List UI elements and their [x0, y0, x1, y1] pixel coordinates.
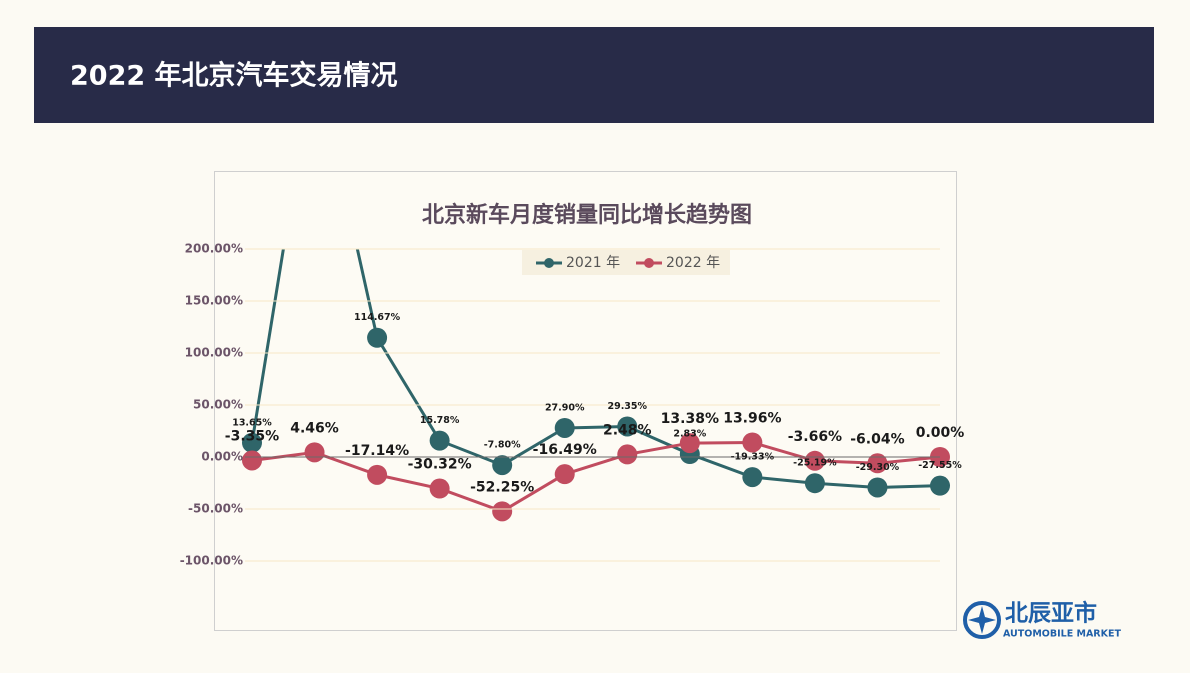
data-label: 27.90% [545, 402, 585, 413]
data-point [617, 416, 638, 437]
series-line [250, 249, 941, 489]
logo: 北辰亚市 AUTOMOBILE MARKET [963, 600, 1121, 640]
data-label: 13.38% [661, 411, 719, 427]
labels: -100.00% -50.00% 0.00% 50.00% 100.00% 150.00%… [180, 242, 965, 568]
data-label: 15.78% [420, 415, 460, 426]
data-label: 2.83% [673, 429, 706, 440]
y-tick-label: -100.00% [180, 554, 243, 568]
data-label: 4.46% [290, 420, 339, 436]
legend-marker [644, 258, 654, 268]
y-tick-label: 150.00% [185, 294, 243, 308]
data-label: 13.65% [232, 417, 272, 428]
data-label: 2.48% [603, 422, 652, 438]
data-label: -3.66% [788, 429, 842, 445]
data-point [367, 327, 388, 348]
data-point [804, 473, 825, 494]
legend: 2021 年 2022 年 [522, 250, 730, 275]
header-bar [34, 27, 1154, 123]
data-point [492, 501, 513, 522]
data-point [679, 433, 700, 454]
data-point [554, 417, 575, 438]
legend-marker [544, 258, 554, 268]
logo-star [968, 606, 996, 634]
chart-frame [214, 171, 957, 631]
data-point [804, 450, 825, 471]
data-point [242, 450, 262, 471]
data-label: -19.33% [731, 452, 775, 463]
data-label: -52.25% [470, 479, 534, 495]
chart-title: 北京新车月度销量同比增长趋势图 [422, 202, 752, 228]
plot-area [242, 249, 950, 522]
data-point [367, 464, 388, 485]
data-point [429, 430, 450, 451]
data-point [304, 442, 325, 463]
series-line [251, 440, 941, 513]
data-label: -30.32% [408, 457, 472, 473]
data-point [867, 477, 888, 498]
data-point [242, 432, 262, 453]
data-point [742, 467, 763, 488]
data-label: -17.14% [345, 443, 409, 459]
logo-icon [963, 601, 1001, 639]
data-point [930, 475, 950, 496]
data-label: -6.04% [850, 431, 904, 447]
logo-name: 北辰亚市 [1005, 600, 1097, 627]
y-tick-label: 50.00% [193, 398, 243, 412]
data-label: 0.00% [916, 425, 965, 441]
data-label: -3.35% [225, 428, 279, 444]
data-label: -7.80% [484, 440, 521, 451]
data-label: -25.19% [793, 458, 837, 469]
data-label: -29.30% [856, 462, 900, 473]
page-title: 2022 年北京汽车交易情况 [70, 60, 398, 92]
y-tick-label: 200.00% [185, 242, 243, 256]
data-label: -27.55% [918, 460, 962, 471]
y-tick-label: 0.00% [201, 450, 243, 464]
y-tick-label: 100.00% [185, 346, 243, 360]
legend-label: 2021 年 [566, 255, 620, 271]
data-point [742, 432, 763, 453]
data-point [429, 478, 450, 499]
data-label: 13.96% [723, 410, 781, 426]
y-tick-label: -50.00% [188, 502, 243, 516]
data-point [617, 444, 638, 465]
logo-subtitle: AUTOMOBILE MARKET [1003, 629, 1121, 640]
data-point [554, 464, 575, 485]
data-point [492, 455, 513, 476]
data-point [867, 453, 888, 474]
data-label: 29.35% [607, 401, 647, 412]
data-label: 114.67% [354, 312, 401, 323]
data-label: -16.49% [533, 442, 597, 458]
legend-label: 2022 年 [666, 255, 720, 271]
